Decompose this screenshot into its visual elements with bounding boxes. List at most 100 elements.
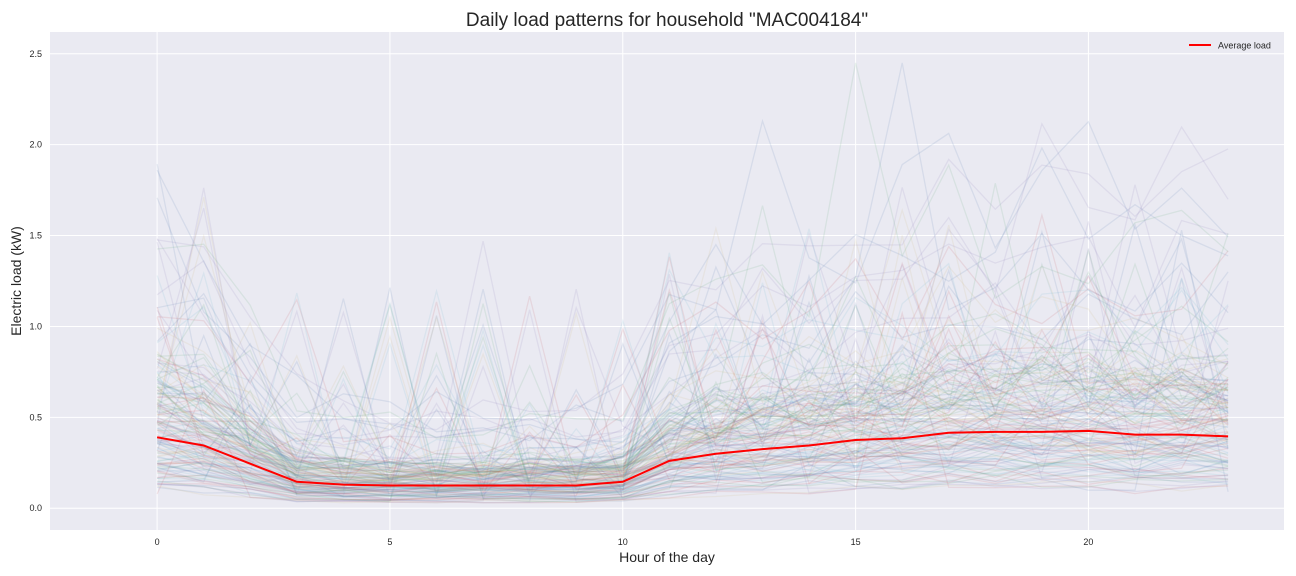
daily-load-line bbox=[156, 294, 1229, 477]
daily-load-line bbox=[156, 373, 1229, 482]
daily-load-line bbox=[157, 408, 1229, 487]
daily-load-line bbox=[156, 268, 1229, 466]
daily-load-line bbox=[156, 187, 1229, 481]
daily-load-line bbox=[157, 233, 1229, 479]
y-tick-label: 2.0 bbox=[29, 140, 42, 150]
daily-load-line bbox=[157, 448, 1229, 501]
daily-load-line bbox=[156, 370, 1229, 484]
daily-load-line bbox=[156, 347, 1229, 496]
daily-load-line bbox=[156, 433, 1229, 494]
daily-load-line bbox=[157, 305, 1229, 468]
daily-load-line bbox=[156, 265, 1229, 469]
daily-load-line bbox=[157, 381, 1229, 496]
daily-load-line bbox=[156, 287, 1229, 478]
daily-load-line bbox=[156, 225, 1229, 482]
daily-load-line bbox=[157, 315, 1229, 502]
legend: Average load bbox=[1189, 41, 1271, 51]
daily-load-line bbox=[156, 240, 1229, 460]
daily-load-line bbox=[157, 464, 1229, 501]
daily-load-line bbox=[156, 349, 1229, 475]
daily-load-line bbox=[156, 207, 1229, 479]
daily-load-line bbox=[156, 252, 1229, 495]
daily-load-line bbox=[156, 271, 1229, 486]
daily-load-line bbox=[156, 292, 1229, 492]
daily-load-line bbox=[157, 452, 1229, 498]
daily-load-line bbox=[156, 371, 1229, 480]
daily-load-line bbox=[156, 365, 1229, 482]
daily-load-line bbox=[157, 292, 1229, 497]
daily-load-line bbox=[156, 327, 1229, 493]
daily-load-line bbox=[156, 343, 1229, 479]
daily-load-line bbox=[157, 303, 1229, 498]
daily-load-line bbox=[156, 271, 1229, 459]
daily-load-line bbox=[157, 435, 1229, 494]
daily-load-line bbox=[157, 315, 1229, 488]
daily-load-line bbox=[156, 222, 1229, 482]
daily-load-line bbox=[156, 333, 1229, 486]
daily-load-line bbox=[156, 360, 1229, 481]
daily-load-line bbox=[156, 230, 1229, 491]
daily-load-line bbox=[156, 439, 1229, 493]
daily-load-line bbox=[156, 400, 1229, 485]
daily-load-line bbox=[157, 256, 1229, 486]
daily-load-line bbox=[157, 351, 1229, 503]
daily-load-line bbox=[156, 241, 1229, 482]
chart-title: Daily load patterns for household "MAC00… bbox=[466, 10, 868, 31]
daily-load-line bbox=[157, 301, 1229, 495]
daily-load-line bbox=[156, 399, 1229, 485]
daily-load-line bbox=[156, 275, 1229, 481]
y-tick-label: 0.5 bbox=[29, 412, 42, 422]
y-tick-labels: 0.0 0.5 1.0 1.5 2.0 2.5 bbox=[29, 49, 42, 513]
daily-load-line bbox=[156, 349, 1229, 479]
daily-load-line bbox=[156, 184, 1229, 471]
average-load-series bbox=[156, 429, 1229, 487]
daily-load-line bbox=[156, 346, 1229, 473]
daily-load-line bbox=[157, 148, 1229, 431]
daily-load-line bbox=[156, 301, 1229, 479]
daily-load-line bbox=[156, 383, 1229, 483]
daily-load-line bbox=[156, 235, 1229, 493]
daily-load-line bbox=[157, 322, 1229, 469]
daily-load-line bbox=[157, 278, 1229, 504]
daily-load-line bbox=[156, 306, 1229, 494]
daily-load-line bbox=[156, 219, 1229, 446]
daily-load-line bbox=[157, 383, 1229, 500]
daily-load-lines bbox=[156, 62, 1229, 504]
daily-load-line bbox=[157, 228, 1229, 485]
daily-load-line bbox=[156, 383, 1229, 482]
x-tick-label: 10 bbox=[618, 537, 628, 547]
daily-load-line bbox=[157, 187, 1229, 477]
daily-load-line bbox=[157, 274, 1229, 477]
daily-load-line bbox=[156, 305, 1229, 487]
daily-load-line bbox=[156, 379, 1229, 484]
daily-load-line bbox=[157, 331, 1229, 493]
daily-load-line bbox=[156, 342, 1229, 477]
grid-lines bbox=[50, 32, 1284, 530]
daily-load-line bbox=[156, 288, 1229, 471]
daily-load-line bbox=[156, 295, 1229, 490]
y-axis-label: Electric load (kW) bbox=[8, 226, 24, 336]
daily-load-line bbox=[156, 354, 1229, 481]
daily-load-line bbox=[156, 280, 1229, 494]
x-tick-label: 0 bbox=[155, 537, 160, 547]
daily-load-line bbox=[156, 225, 1229, 473]
daily-load-line bbox=[156, 340, 1229, 488]
daily-load-line bbox=[156, 358, 1229, 477]
daily-load-line bbox=[157, 248, 1229, 488]
daily-load-line bbox=[156, 118, 1229, 431]
daily-load-line bbox=[156, 262, 1229, 493]
y-tick-label: 1.5 bbox=[29, 231, 42, 241]
daily-load-line bbox=[156, 197, 1229, 484]
daily-load-line bbox=[157, 289, 1229, 493]
daily-load-line bbox=[157, 380, 1229, 500]
daily-load-line bbox=[156, 352, 1229, 476]
daily-load-line bbox=[156, 351, 1229, 472]
daily-load-line bbox=[156, 289, 1229, 454]
daily-load-line bbox=[156, 183, 1229, 477]
daily-load-line bbox=[156, 337, 1229, 500]
daily-load-line bbox=[156, 377, 1229, 498]
daily-load-line bbox=[156, 270, 1229, 476]
daily-load-line bbox=[157, 329, 1229, 500]
daily-load-line bbox=[156, 304, 1229, 480]
daily-load-line bbox=[157, 352, 1229, 468]
